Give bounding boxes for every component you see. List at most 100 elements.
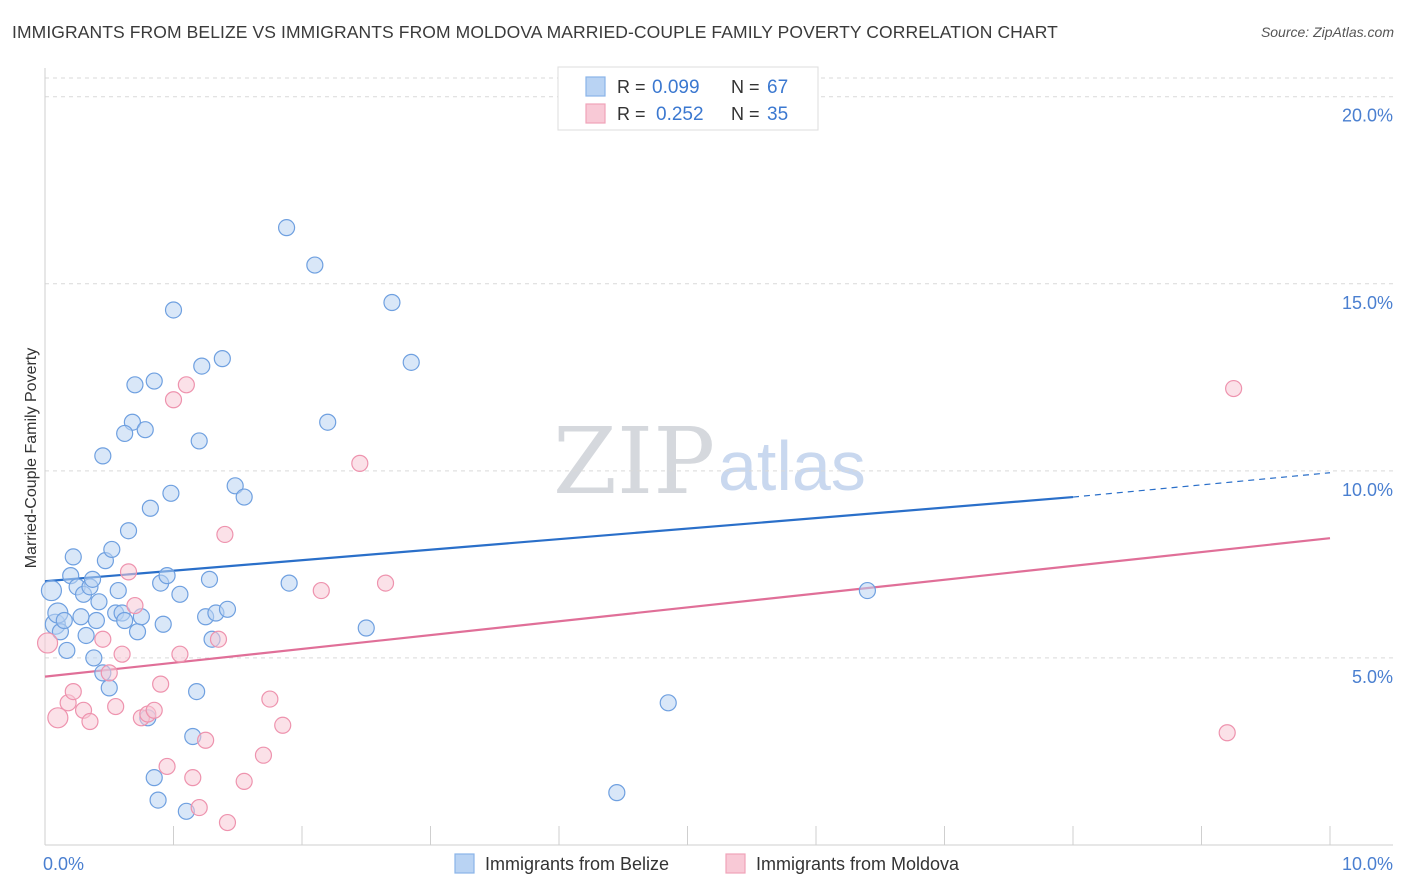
- point-moldova-14: [145, 701, 163, 719]
- bottom-legend-swatch-moldova: [725, 853, 746, 874]
- point-moldova-27: [254, 746, 273, 764]
- point-moldova-26: [235, 772, 253, 790]
- point-belize-65: [858, 581, 877, 600]
- point-belize-53: [235, 488, 253, 506]
- point-moldova-9: [113, 645, 131, 663]
- point-belize-57: [319, 413, 337, 431]
- point-belize-33: [145, 769, 163, 787]
- source-credit: Source: ZipAtlas.com: [1260, 24, 1394, 40]
- point-belize-43: [188, 682, 206, 701]
- point-moldova-31: [351, 454, 369, 472]
- point-belize-56: [306, 256, 324, 274]
- point-belize-20: [103, 540, 121, 559]
- trend-lines: [44, 472, 1331, 678]
- point-moldova-32: [376, 574, 395, 592]
- point-moldova-0: [36, 632, 59, 654]
- bottom-legend-label-belize: Immigrants from Belize: [485, 854, 669, 874]
- watermark-atlas: atlas: [718, 427, 866, 505]
- legend-n-value-belize: 67: [767, 77, 788, 98]
- point-moldova-8: [107, 697, 125, 716]
- legend-r-label-moldova: R =: [617, 104, 646, 124]
- point-belize-36: [154, 615, 172, 633]
- bottom-legend: Immigrants from Belize Immigrants from M…: [454, 853, 960, 874]
- point-belize-7: [64, 548, 82, 566]
- x-tick-label-min: 0.0%: [43, 854, 84, 874]
- point-belize-5: [58, 641, 76, 660]
- point-belize-58: [357, 619, 375, 637]
- point-belize-45: [193, 357, 211, 375]
- watermark: ZIP atlas: [553, 408, 866, 515]
- y-tick-label-5: 5.0%: [1352, 667, 1393, 687]
- legend-n-value-moldova: 35: [767, 104, 788, 125]
- point-belize-59: [383, 293, 401, 312]
- point-moldova-7: [100, 664, 118, 682]
- point-belize-15: [87, 611, 106, 630]
- point-belize-37: [158, 567, 176, 585]
- point-belize-11: [77, 626, 95, 645]
- point-moldova-21: [190, 798, 208, 817]
- point-belize-28: [128, 623, 147, 641]
- chart-title: IMMIGRANTS FROM BELIZE VS IMMIGRANTS FRO…: [12, 22, 1058, 42]
- point-moldova-3: [64, 682, 82, 701]
- legend-n-label-moldova: N =: [731, 104, 760, 124]
- point-belize-50: [213, 350, 231, 368]
- legend-r-value-moldova: 0.252: [656, 104, 704, 125]
- point-belize-54: [277, 219, 296, 237]
- point-moldova-22: [197, 731, 215, 749]
- point-belize-64: [659, 694, 677, 712]
- point-moldova-18: [171, 645, 189, 663]
- point-belize-0: [40, 579, 63, 602]
- point-belize-51: [218, 600, 237, 618]
- point-moldova-17: [164, 391, 183, 409]
- point-belize-9: [72, 608, 90, 626]
- y-axis-label: Married-Couple Family Poverty: [23, 348, 40, 569]
- point-moldova-6: [94, 630, 112, 648]
- point-moldova-11: [126, 596, 144, 615]
- data-points: [36, 219, 1243, 832]
- point-belize-47: [200, 570, 219, 588]
- point-moldova-20: [184, 769, 202, 787]
- point-belize-52: [226, 477, 244, 495]
- point-belize-61: [145, 372, 163, 390]
- axes: 5.0% 10.0% 15.0% 20.0% 0.0% 10.0%: [43, 68, 1393, 874]
- legend-swatch-moldova: [585, 103, 606, 124]
- point-belize-32: [141, 499, 159, 517]
- point-belize-63: [608, 784, 626, 802]
- trend-line-1: [44, 537, 1331, 678]
- point-belize-55: [280, 574, 298, 592]
- point-moldova-5: [81, 712, 99, 731]
- y-tick-label-15: 15.0%: [1342, 293, 1393, 313]
- legend-swatch-belize: [585, 76, 606, 97]
- point-belize-24: [116, 611, 134, 630]
- point-moldova-10: [119, 563, 138, 581]
- point-moldova-19: [177, 376, 195, 394]
- point-moldova-23: [209, 630, 228, 648]
- y-tick-label-20: 20.0%: [1342, 106, 1393, 126]
- point-belize-16: [90, 593, 108, 611]
- bottom-legend-swatch-belize: [454, 853, 475, 874]
- point-moldova-33: [1225, 379, 1243, 398]
- point-belize-66: [116, 424, 134, 443]
- point-belize-62: [94, 447, 112, 465]
- watermark-zip: ZIP: [553, 408, 715, 515]
- point-moldova-16: [158, 757, 176, 776]
- point-belize-4: [55, 611, 73, 630]
- point-belize-19: [100, 679, 118, 697]
- point-moldova-15: [152, 675, 170, 693]
- point-belize-13: [83, 570, 102, 588]
- point-moldova-28: [261, 690, 279, 708]
- legend-r-value-belize: 0.099: [652, 77, 700, 98]
- bottom-legend-label-moldova: Immigrants from Moldova: [756, 854, 960, 874]
- legend-r-label-belize: R =: [617, 77, 646, 97]
- point-moldova-24: [216, 525, 234, 544]
- point-belize-39: [164, 301, 183, 319]
- grid: [45, 77, 1393, 659]
- point-belize-34: [149, 791, 167, 809]
- point-belize-27: [126, 376, 144, 394]
- x-tick-label-max: 10.0%: [1342, 854, 1393, 874]
- point-belize-40: [171, 585, 189, 603]
- point-belize-25: [119, 522, 138, 540]
- point-moldova-29: [274, 716, 292, 734]
- point-moldova-1: [47, 707, 69, 729]
